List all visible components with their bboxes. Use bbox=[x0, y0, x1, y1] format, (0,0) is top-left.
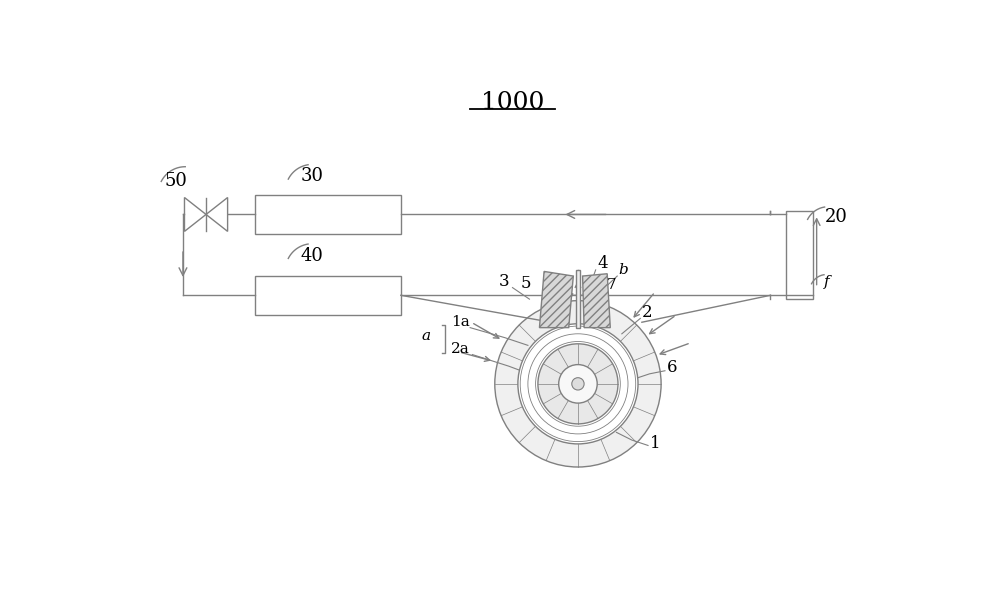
Text: 1a: 1a bbox=[451, 315, 470, 329]
Text: 50: 50 bbox=[164, 172, 187, 190]
Polygon shape bbox=[539, 271, 573, 328]
Circle shape bbox=[538, 344, 618, 424]
Text: 3: 3 bbox=[499, 273, 509, 290]
Circle shape bbox=[572, 377, 584, 390]
Bar bbox=[576, 270, 580, 328]
Text: 40: 40 bbox=[301, 247, 324, 265]
Text: f: f bbox=[824, 275, 830, 289]
Text: 4: 4 bbox=[597, 256, 608, 272]
Bar bbox=[255, 195, 401, 233]
Text: 2a: 2a bbox=[451, 342, 470, 356]
Text: a: a bbox=[422, 329, 431, 343]
Text: 30: 30 bbox=[301, 167, 324, 185]
Text: 2: 2 bbox=[642, 304, 652, 321]
Bar bbox=[786, 211, 813, 299]
Text: 6: 6 bbox=[666, 359, 677, 376]
Text: 20: 20 bbox=[824, 208, 847, 226]
Bar bbox=[255, 276, 401, 314]
Text: 1: 1 bbox=[650, 435, 660, 452]
Text: 1000: 1000 bbox=[481, 91, 544, 114]
Circle shape bbox=[559, 365, 597, 403]
Circle shape bbox=[518, 324, 638, 444]
Text: b: b bbox=[619, 263, 629, 277]
Text: 5: 5 bbox=[520, 275, 531, 292]
Text: 7: 7 bbox=[606, 278, 616, 292]
Circle shape bbox=[495, 301, 661, 467]
Polygon shape bbox=[583, 274, 610, 328]
